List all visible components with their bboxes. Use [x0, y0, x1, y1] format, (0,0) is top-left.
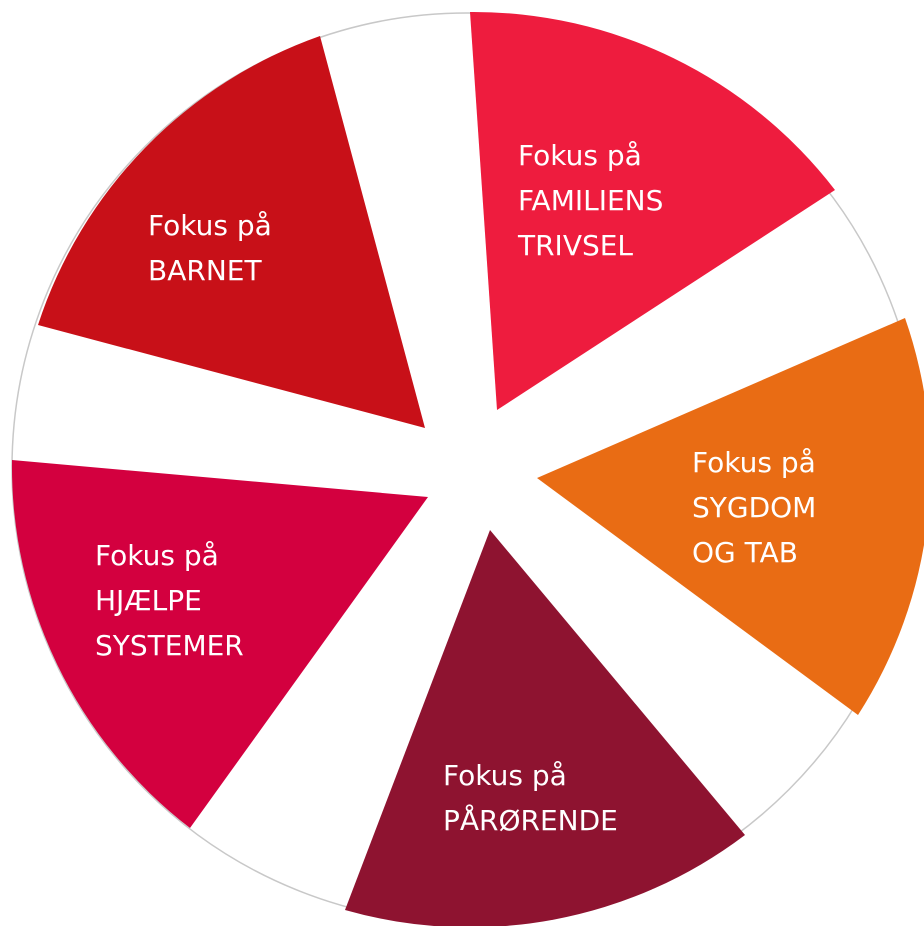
segment-sygdom [537, 318, 924, 715]
segment-paaroerende [345, 530, 745, 926]
segment-label: Fokus på [518, 139, 642, 172]
segment-barnet [38, 36, 425, 428]
segment-hjaelpesystemer [11, 460, 429, 828]
segment-label: TRIVSEL [517, 229, 633, 262]
segment-label: PÅRØRENDE [443, 803, 618, 837]
segment-label: Fokus på [95, 539, 219, 572]
segment-label: Fokus på [692, 446, 816, 479]
segment-label: FAMILIENS [518, 184, 663, 217]
segment-label: OG TAB [692, 536, 798, 569]
segment-familiens-trivsel [470, 11, 835, 410]
segment-label: SYGDOM [692, 491, 816, 524]
segment-label: Fokus på [443, 759, 567, 792]
segment-label: HJÆLPE [95, 584, 202, 617]
labels: Fokus på FAMILIENS TRIVSEL Fokus på SYGDOM OG… [95, 139, 816, 837]
segment-label: Fokus på [148, 209, 272, 242]
segment-label: SYSTEMER [95, 629, 244, 662]
segment-label: BARNET [148, 254, 262, 287]
